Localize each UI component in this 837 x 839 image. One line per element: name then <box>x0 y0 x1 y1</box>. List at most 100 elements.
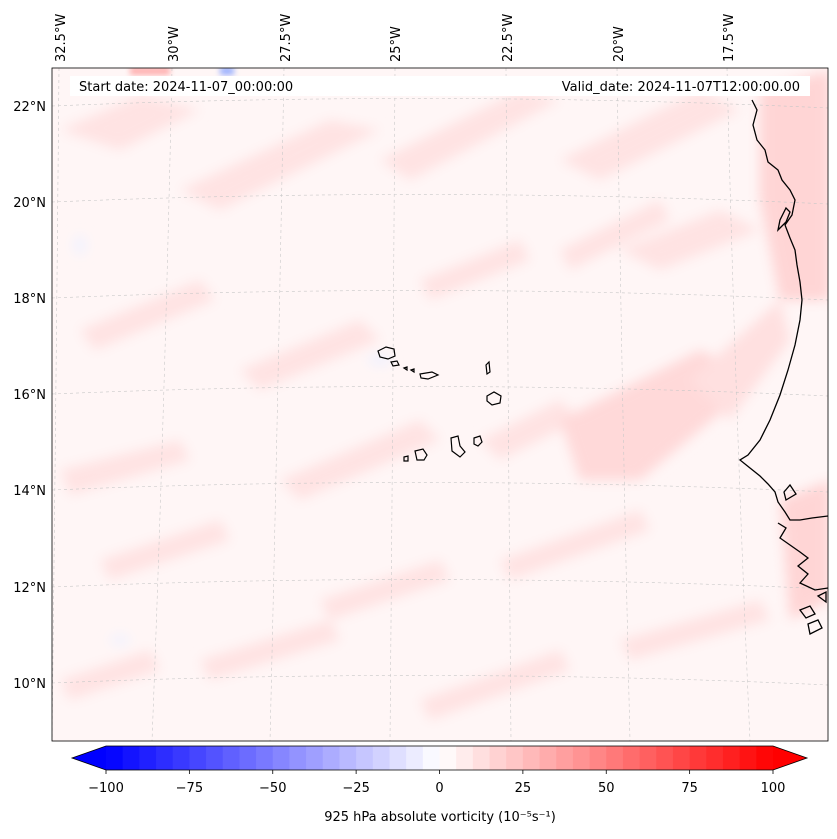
island-brava <box>403 455 409 462</box>
colorbar-swatch <box>339 746 357 770</box>
map-frame <box>51 67 829 742</box>
vorticity-band <box>80 280 215 350</box>
cape-verde-islands <box>377 346 502 462</box>
colorbar-swatch <box>622 746 641 770</box>
vorticity-band <box>420 650 570 720</box>
vorticity-band <box>420 240 530 300</box>
parallel-16n <box>52 386 828 397</box>
colorbar-swatch <box>456 746 474 770</box>
colorbar-swatch <box>106 746 124 770</box>
colorbar-tick-label: 50 <box>598 781 615 796</box>
vorticity-band <box>200 620 340 680</box>
colorbar-swatch <box>556 746 574 770</box>
colorbar-swatch <box>506 746 524 770</box>
colorbar-swatch <box>156 746 174 770</box>
latitude-labels: 22°N 20°N 18°N 16°N 14°N 12°N 10°N <box>13 100 46 692</box>
colorbar-swatch <box>522 746 541 770</box>
colorbar-swatch <box>439 746 457 770</box>
colorbar-tick-label: −50 <box>259 781 286 796</box>
parallel-14n <box>52 482 828 493</box>
vorticity-spot <box>220 68 234 75</box>
header-box <box>70 76 810 96</box>
vorticity-band <box>780 480 828 620</box>
colorbar-extend-low <box>72 746 106 770</box>
vorticity-band <box>560 200 670 270</box>
colorbar-swatches <box>72 746 807 770</box>
colorbar-tick-label: −25 <box>342 781 369 796</box>
colorbar-swatch <box>122 746 140 770</box>
colorbar-swatch <box>739 746 757 770</box>
colorbar-swatch <box>689 746 707 770</box>
colorbar-swatch <box>606 746 624 770</box>
meridian-27-5w <box>269 68 285 741</box>
lat-label: 10°N <box>13 677 46 692</box>
colorbar-swatch <box>472 746 491 770</box>
lon-label: 17.5°W <box>722 14 737 62</box>
vorticity-band <box>500 510 650 580</box>
colorbar-swatch <box>656 746 674 770</box>
vorticity-band <box>560 90 740 180</box>
colorbar-swatch <box>189 746 207 770</box>
colorbar-swatch <box>572 746 591 770</box>
vorticity-band <box>180 120 380 210</box>
coast-mauritania <box>738 99 828 521</box>
island-sao-vicente <box>390 360 400 367</box>
map-plot-area <box>52 68 828 741</box>
colorbar-swatch <box>322 746 341 770</box>
vorticity-top-edge-spots <box>130 68 234 75</box>
lat-label: 22°N <box>13 100 46 115</box>
vorticity-spot <box>130 68 170 75</box>
coast-cap-blanc-bay <box>776 206 791 232</box>
colorbar-swatch <box>639 746 657 770</box>
meridian-25w <box>389 68 396 741</box>
colorbar-swatch <box>272 746 291 770</box>
lon-label: 20°W <box>612 26 627 62</box>
vorticity-band <box>280 420 440 500</box>
colorbar-tick-label: 0 <box>435 781 443 796</box>
island-sal <box>485 360 491 376</box>
coast-gambia <box>783 483 797 502</box>
lon-label: 25°W <box>389 26 404 62</box>
valid-date-label: Valid_date: 2024-11-07T12:00:00.00 <box>562 80 800 95</box>
vorticity-field-patches <box>60 70 828 720</box>
coast-senegal-south <box>777 522 828 591</box>
parallel-12n <box>52 579 828 590</box>
colorbar-swatch <box>372 746 391 770</box>
coast-bijagos-1 <box>798 605 816 619</box>
parallel-10n <box>52 675 828 686</box>
coast-bijagos-3 <box>816 590 827 604</box>
parallel-20n <box>52 194 828 205</box>
colorbar-tick-label: 75 <box>681 781 698 796</box>
vorticity-band <box>100 520 230 580</box>
start-date-label: Start date: 2024-11-07_00:00:00 <box>79 80 293 95</box>
vorticity-band <box>320 560 450 620</box>
colorbar-swatch <box>539 746 557 770</box>
island-maio <box>473 435 483 447</box>
vorticity-band <box>60 95 200 150</box>
island-sao-nicolau-main <box>419 371 440 380</box>
lat-label: 18°N <box>13 292 46 307</box>
vorticity-band <box>380 90 560 180</box>
colorbar-swatch <box>206 746 224 770</box>
lat-label: 20°N <box>13 196 46 211</box>
vorticity-band <box>240 320 380 390</box>
colorbar-swatch <box>256 746 274 770</box>
colorbar-ticks: −100 −75 −50 −25 0 25 50 75 100 <box>88 770 785 796</box>
island-fogo <box>414 448 428 461</box>
vorticity-band <box>690 300 790 420</box>
graticule <box>52 68 828 741</box>
parallel-18n <box>52 290 828 301</box>
colorbar-swatch <box>672 746 691 770</box>
colorbar-extend-high <box>773 746 807 770</box>
colorbar-swatch <box>306 746 324 770</box>
lon-label: 30°W <box>167 26 182 62</box>
colorbar-swatch <box>389 746 407 770</box>
longitude-labels: 32.5°W 30°W 27.5°W 25°W 22.5°W 20°W 17.5… <box>54 14 737 62</box>
vorticity-band <box>60 440 190 495</box>
vorticity-band <box>60 650 160 700</box>
colorbar-swatch <box>706 746 724 770</box>
coast-bijagos-2 <box>807 619 823 635</box>
island-santo-antao <box>377 346 396 360</box>
colorbar-swatch <box>722 746 741 770</box>
colorbar-swatch <box>239 746 257 770</box>
